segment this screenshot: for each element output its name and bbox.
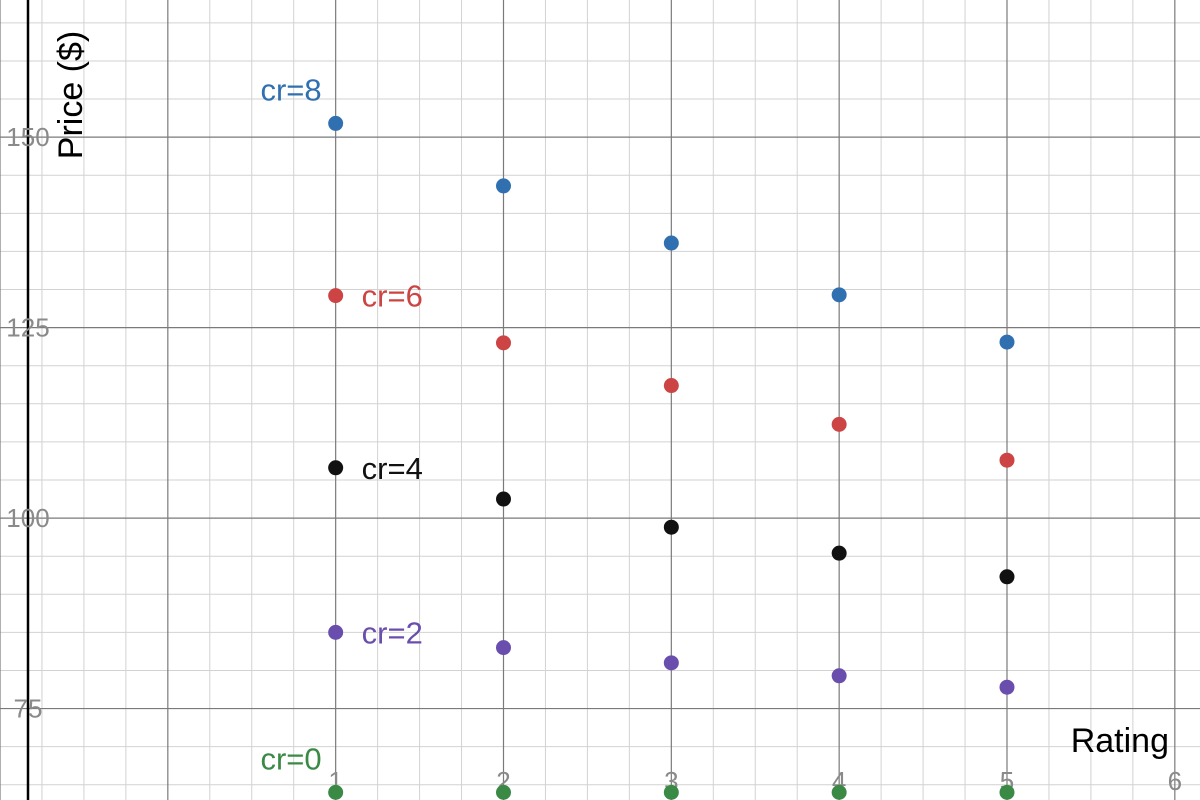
data-point xyxy=(328,624,344,640)
data-point xyxy=(495,335,511,351)
data-point xyxy=(999,784,1015,800)
data-point xyxy=(328,784,344,800)
data-point xyxy=(495,784,511,800)
data-point xyxy=(663,784,679,800)
y-tick-label: 150 xyxy=(6,122,49,152)
data-point xyxy=(663,378,679,394)
series-label: cr=8 xyxy=(260,72,321,107)
data-point xyxy=(999,569,1015,585)
series-label: cr=2 xyxy=(362,615,423,650)
data-point xyxy=(831,416,847,432)
data-point xyxy=(495,178,511,194)
data-point xyxy=(328,115,344,131)
series-cr=2 xyxy=(328,624,1015,695)
data-point xyxy=(831,287,847,303)
data-points xyxy=(328,115,1015,800)
data-point xyxy=(663,519,679,535)
data-point xyxy=(999,452,1015,468)
data-point xyxy=(831,784,847,800)
data-point xyxy=(328,460,344,476)
data-point xyxy=(999,334,1015,350)
series-cr=4 xyxy=(328,460,1015,585)
series-label: cr=6 xyxy=(362,279,423,314)
data-point xyxy=(495,491,511,507)
y-axis-label: Price ($) xyxy=(52,31,90,159)
data-point xyxy=(831,545,847,561)
x-axis-label: Rating xyxy=(1071,722,1169,760)
series-cr=0 xyxy=(328,784,1015,800)
y-tick-label: 125 xyxy=(6,313,49,343)
data-point xyxy=(663,655,679,671)
series-label: cr=0 xyxy=(260,741,321,776)
data-point xyxy=(495,640,511,656)
data-point xyxy=(663,235,679,251)
x-tick-label: 6 xyxy=(1168,766,1182,796)
data-point xyxy=(328,288,344,304)
data-point xyxy=(831,668,847,684)
series-cr=6 xyxy=(328,288,1015,468)
data-point xyxy=(999,679,1015,695)
y-tick-label: 100 xyxy=(6,503,49,533)
series-cr=8 xyxy=(328,115,1015,350)
series-label: cr=4 xyxy=(362,451,423,486)
y-tick-label: 75 xyxy=(14,694,43,724)
series-labels: cr=0 cr=2 cr=4 cr=6 cr=8 xyxy=(260,72,422,776)
